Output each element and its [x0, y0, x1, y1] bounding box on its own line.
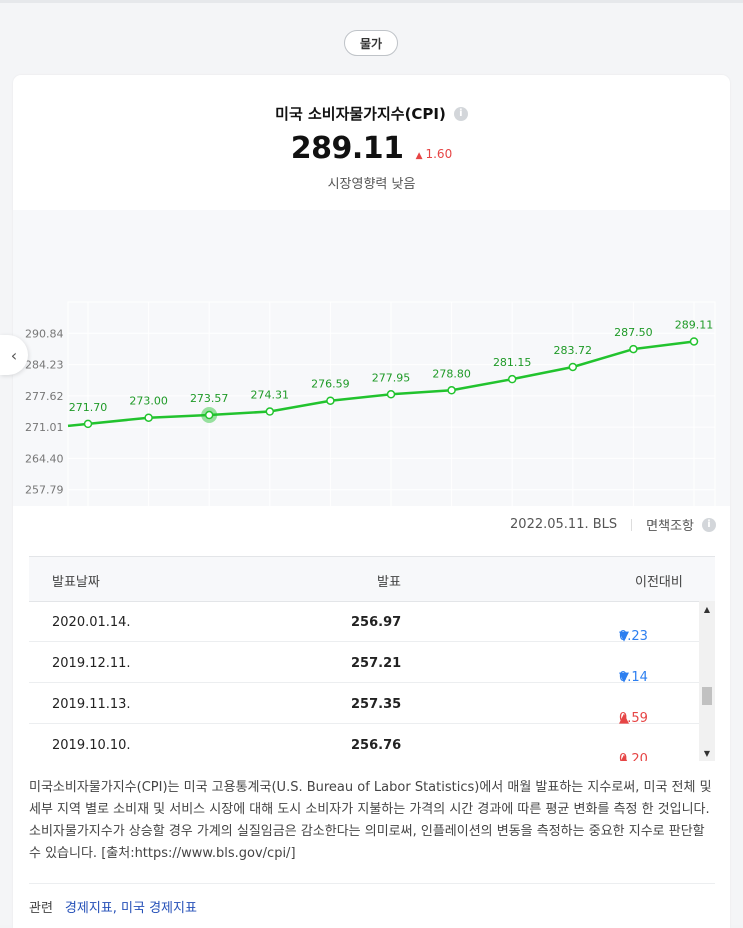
row-date: 2019.12.11. — [52, 656, 131, 671]
card-header: 미국 소비자물가지수(CPI) i — [13, 103, 730, 124]
down-triangle-icon: ▼ — [619, 670, 629, 685]
row-value: 256.97 — [351, 615, 402, 630]
y-tick-label: 284.23 — [25, 359, 64, 372]
data-point — [83, 419, 93, 429]
header-value: 발표 — [377, 575, 401, 590]
row-date: 2020.01.14. — [52, 615, 131, 630]
info-icon[interactable]: i — [453, 106, 468, 121]
data-label: 281.15 — [493, 356, 532, 369]
table-row: 2019.11.13. 257.35 ▲ 0.59 — [29, 683, 699, 726]
up-triangle-icon: ▲ — [619, 752, 629, 761]
change-value: ▲ 1.60 — [416, 147, 453, 161]
related-links: 관련 경제지표, 미국 경제지표 — [29, 897, 197, 916]
table-row: 2020.01.14. 256.97 ▼ 0.23 — [29, 601, 699, 644]
data-point — [386, 390, 396, 399]
category-pill[interactable]: 물가 — [344, 30, 398, 56]
row-change-amount: 0.23 — [619, 629, 648, 644]
row-change-amount: 0.59 — [619, 711, 648, 726]
data-label: 274.31 — [251, 389, 290, 402]
row-change-amount: 0.20 — [619, 752, 648, 761]
row-value: 257.21 — [351, 656, 402, 671]
value-row: 289.11 ▲ 1.60 — [13, 131, 730, 166]
y-tick-label: 257.79 — [25, 484, 64, 497]
scroll-down-icon[interactable]: ▼ — [703, 748, 711, 758]
data-label: 289.11 — [675, 318, 714, 331]
down-triangle-icon: ▼ — [619, 629, 629, 644]
disclaimer-info-icon[interactable]: i — [702, 517, 716, 532]
related-link[interactable]: 경제지표, 미국 경제지표 — [64, 901, 197, 916]
data-point — [507, 374, 517, 384]
series-line — [67, 340, 695, 428]
scroll-up-icon[interactable]: ▲ — [703, 604, 711, 614]
data-label: 273.57 — [190, 392, 229, 405]
row-change-amount: 0.14 — [619, 670, 648, 685]
data-label: 283.72 — [554, 344, 593, 357]
scroll-thumb[interactable] — [702, 687, 712, 705]
source-date: 2022.05.11. BLS — [510, 517, 618, 532]
related-label: 관련 — [29, 901, 53, 916]
y-tick-label: 271.01 — [25, 421, 64, 434]
source-row: 2022.05.11. BLS 면책조항 i — [510, 515, 716, 534]
data-label: 287.50 — [614, 326, 653, 339]
data-label: 271.70 — [69, 401, 108, 414]
y-tick-label: 290.84 — [25, 327, 64, 340]
current-value: 289.11 — [290, 131, 404, 166]
table-scrollbar[interactable]: ▲ ▼ — [699, 601, 715, 761]
market-impact: 시장영향력 낮음 — [327, 177, 416, 192]
data-point — [689, 337, 699, 346]
up-triangle-icon: ▲ — [619, 711, 629, 726]
data-point — [629, 344, 638, 354]
data-point — [447, 386, 456, 395]
data-label: 273.00 — [129, 395, 168, 408]
data-label: 277.95 — [372, 371, 411, 384]
data-label: 276.59 — [311, 378, 350, 391]
cpi-line-chart: 290.84284.23277.62271.01264.40257.79251.… — [25, 301, 716, 506]
table-header: 발표날짜 발표 이전대비 — [29, 556, 715, 602]
cpi-card: 미국 소비자물가지수(CPI) i 289.11 ▲ 1.60 시장영향력 낮음 … — [0, 75, 730, 928]
change-amount: 1.60 — [425, 147, 453, 161]
divider — [29, 883, 715, 884]
cpi-description: 미국소비자물가지수(CPI)는 미국 고용통계국(U.S. Bureau of … — [29, 780, 712, 861]
data-label: 278.80 — [432, 367, 471, 380]
data-point — [568, 362, 578, 372]
up-triangle-icon: ▲ — [415, 151, 423, 161]
header-date: 발표날짜 — [52, 575, 100, 590]
disclaimer-link[interactable]: 면책조항 — [646, 519, 694, 534]
card-title: 미국 소비자물가지수(CPI) — [275, 105, 446, 123]
data-point — [326, 396, 335, 405]
release-table[interactable]: 2020.01.14. 256.97 ▼ 0.23 2019.12.11. 257… — [29, 601, 699, 761]
y-tick-label: 264.40 — [25, 452, 64, 465]
chart-area — [13, 210, 730, 506]
divider — [631, 518, 633, 531]
data-point — [204, 410, 214, 420]
table-row: 2019.10.10. 256.76 ▲ 0.20 — [29, 724, 699, 761]
y-tick-label: 277.62 — [25, 390, 64, 403]
row-value: 256.76 — [351, 738, 402, 753]
data-point — [144, 413, 153, 422]
plot-frame — [67, 301, 716, 506]
row-date: 2019.11.13. — [52, 697, 131, 712]
row-value: 257.35 — [351, 697, 402, 712]
row-date: 2019.10.10. — [52, 738, 131, 753]
table-row: 2019.12.11. 257.21 ▼ 0.14 — [29, 642, 699, 685]
header-change: 이전대비 — [635, 575, 683, 590]
data-point — [265, 407, 275, 416]
